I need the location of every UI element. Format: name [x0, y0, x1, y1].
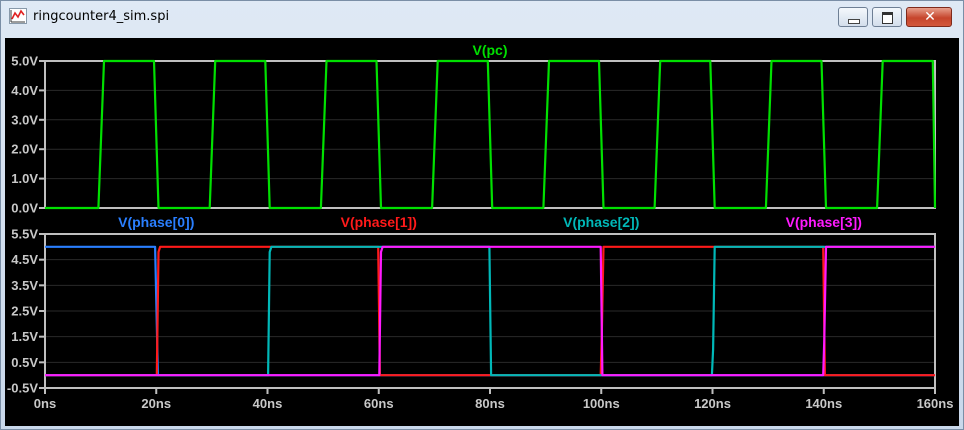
xtick-label: 40ns: [253, 396, 283, 411]
ytick-label: 4.0V: [11, 83, 38, 98]
window-title: ringcounter4_sim.spi: [33, 9, 170, 24]
ytick-label: 1.0V: [11, 171, 38, 186]
ytick-label: 5.0V: [11, 54, 38, 69]
ytick-label: 3.5V: [11, 278, 38, 293]
series-line-V(phase[3]): [45, 245, 935, 377]
ytick-label: 2.0V: [11, 142, 38, 157]
series-line-V(pc): [45, 59, 937, 210]
minimize-button[interactable]: [838, 7, 868, 27]
xtick-label: 160ns: [917, 396, 954, 411]
xtick-label: 0ns: [34, 396, 56, 411]
xtick-label: 60ns: [364, 396, 394, 411]
chart-title: V(pc): [473, 42, 508, 58]
xtick-label: 120ns: [694, 396, 731, 411]
ytick-label: 5.5V: [11, 227, 38, 242]
ytick-label: -0.5V: [7, 381, 38, 396]
legend-entry: V(phase[2]): [563, 214, 639, 230]
maximize-button[interactable]: [872, 7, 902, 27]
ytick-label: 3.0V: [11, 112, 38, 127]
ytick-label: 0.5V: [11, 355, 38, 370]
title-bar[interactable]: ringcounter4_sim.spi ✕: [1, 1, 963, 33]
xtick-label: 80ns: [475, 396, 505, 411]
plot-area[interactable]: 0.0V 1.0V 2.0V 3.0V 4.0V 5.0V V(pc) -0.5V 0.5V 1.…: [5, 38, 959, 426]
ytick-label: 0.0V: [11, 201, 38, 216]
ytick-label: 1.5V: [11, 329, 38, 344]
legend-entry: V(phase[0]): [118, 214, 194, 230]
ytick-label: 2.5V: [11, 304, 38, 319]
minimize-icon: [848, 19, 860, 24]
close-button[interactable]: ✕: [906, 7, 952, 27]
close-icon: ✕: [924, 9, 936, 25]
waveform-chart[interactable]: 0.0V 1.0V 2.0V 3.0V 4.0V 5.0V V(pc) -0.5V 0.5V 1.…: [5, 38, 959, 426]
waveform-icon: [9, 8, 27, 24]
xtick-label: 140ns: [805, 396, 842, 411]
maximize-icon: [882, 12, 893, 24]
legend-entry: V(phase[1]): [341, 214, 417, 230]
xtick-label: 100ns: [583, 396, 620, 411]
xtick-label: 20ns: [141, 396, 171, 411]
legend-entry: V(phase[3]): [786, 214, 862, 230]
series-line-V(phase[2]): [45, 245, 935, 377]
ytick-label: 4.5V: [11, 252, 38, 267]
